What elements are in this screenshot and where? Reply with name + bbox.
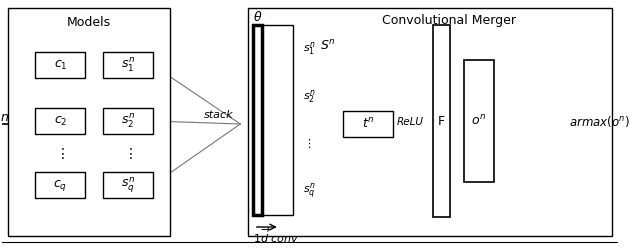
Text: $1\overrightarrow{d}$ conv: $1\overrightarrow{d}$ conv [253,227,299,245]
Text: $s_2^n$: $s_2^n$ [303,88,316,105]
Text: Convolutional Merger: Convolutional Merger [382,13,516,26]
Text: Models: Models [67,15,111,28]
Text: $s_1^n$: $s_1^n$ [121,56,134,74]
Text: $o^n$: $o^n$ [472,114,486,128]
Text: $\theta$: $\theta$ [253,10,262,24]
Text: $c_2$: $c_2$ [54,115,67,127]
Text: stack: stack [204,110,234,120]
Text: $s_q^n$: $s_q^n$ [303,182,316,201]
Text: $S^n$: $S^n$ [320,39,336,53]
Text: $\vdots$: $\vdots$ [56,145,65,161]
Text: ReLU: ReLU [397,117,424,127]
Bar [35,172,85,198]
Bar [8,8,170,236]
Text: $t^n$: $t^n$ [362,117,374,131]
Text: n: n [1,111,8,124]
Bar [253,25,293,215]
Bar [253,25,262,215]
Bar [102,108,153,134]
Text: $c_1$: $c_1$ [54,59,67,71]
Text: $s_q^n$: $s_q^n$ [121,175,134,195]
Text: $armax(o^n)$: $armax(o^n)$ [570,114,630,128]
Bar [433,25,450,217]
Text: F: F [438,115,445,127]
Bar [35,52,85,78]
Bar [343,111,394,137]
Bar [102,172,153,198]
Text: $c_q$: $c_q$ [53,178,67,192]
Text: $\vdots$: $\vdots$ [303,137,311,150]
Bar [248,8,612,236]
Text: $\vdots$: $\vdots$ [123,145,132,161]
Text: $s_1^n$: $s_1^n$ [303,40,316,57]
Bar [35,108,85,134]
Bar [463,60,495,182]
Text: $s_2^n$: $s_2^n$ [121,112,134,130]
Bar [102,52,153,78]
